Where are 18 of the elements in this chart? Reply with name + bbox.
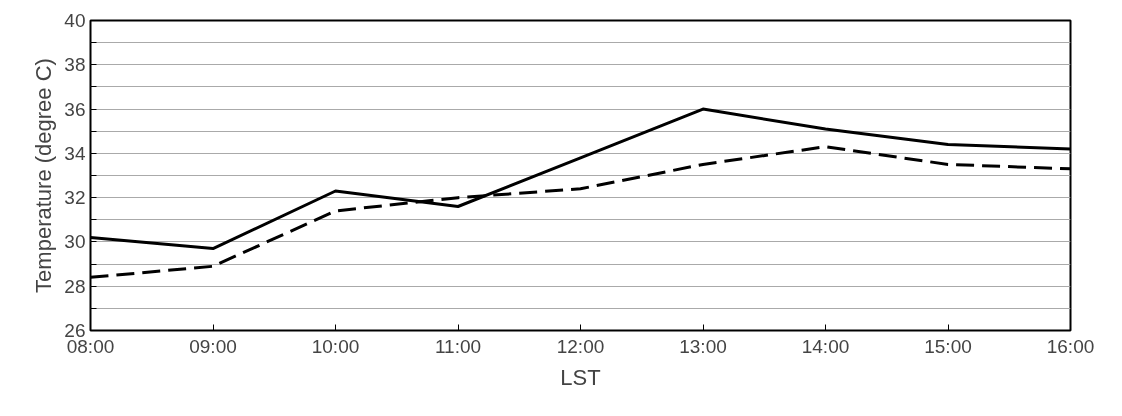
x-tick-label: 12:00	[556, 335, 605, 357]
y-tick-label: 26	[64, 320, 86, 341]
x-tick-label: 11:00	[434, 335, 482, 357]
y-tick-label: 36	[64, 98, 86, 120]
y-tick-label: 30	[64, 231, 86, 253]
x-tick-label: 13:00	[679, 335, 727, 357]
y-tick-label: 38	[64, 54, 86, 76]
y-tick-label: 28	[64, 275, 86, 297]
y-tick-label: 34	[64, 142, 86, 164]
x-tick-label: 09:00	[189, 335, 237, 357]
x-tick-label: 15:00	[924, 335, 972, 357]
x-tick-label: 16:00	[1046, 335, 1095, 357]
y-tick-label: 32	[64, 187, 86, 209]
x-tick-label: 14:00	[801, 335, 850, 357]
y-tick-label: 40	[64, 10, 86, 31]
y-axis-title: Temperature (degree C)	[31, 58, 57, 293]
x-axis-title: LST	[560, 364, 601, 390]
x-tick-label: 10:00	[311, 335, 360, 357]
